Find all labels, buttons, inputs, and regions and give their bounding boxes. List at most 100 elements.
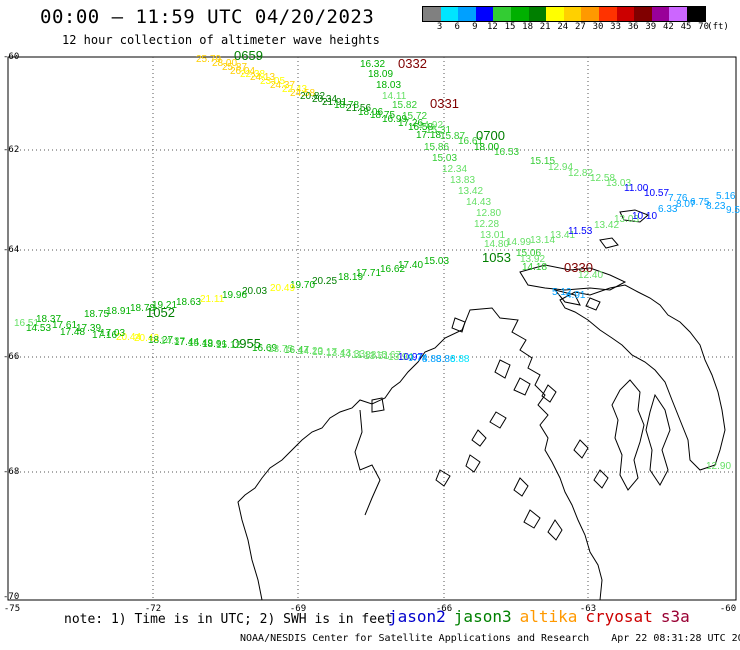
swh-label: 14.53: [26, 323, 51, 334]
colorbar-swatch: [581, 7, 599, 21]
colorbar-swatch: [598, 7, 617, 21]
legend-jason3: jason3: [453, 607, 512, 626]
lon-label: -72: [144, 604, 162, 614]
map-subtitle: 12 hour collection of altimeter wave hei…: [62, 33, 380, 47]
swh-label: 16.53: [494, 147, 519, 158]
swh-label: 18.00: [474, 142, 499, 153]
swh-label: 26.04: [230, 66, 255, 77]
swh-label: 12.94: [548, 162, 573, 173]
swh-label: 18.78: [334, 100, 359, 111]
swh-label: 13.75: [268, 344, 293, 355]
swh-label: 20.42: [134, 333, 159, 344]
legend-s3a: s3a: [660, 607, 690, 626]
colorbar-label: 36: [627, 22, 639, 32]
colorbar-label: 9: [472, 22, 478, 32]
colorbar-label: 18: [522, 22, 534, 32]
swh-label: 21.11: [200, 294, 225, 305]
map-frame: [7, 56, 737, 601]
swh-label: 22.38: [240, 69, 265, 80]
swh-label: 15.82: [392, 100, 417, 111]
colorbar-unit: (ft): [707, 22, 729, 32]
swh-label: 17.26: [398, 118, 423, 129]
swh-label: 24.58: [290, 88, 315, 99]
swh-label: 11.53: [568, 226, 593, 237]
swh-label: 13.83: [450, 175, 475, 186]
swh-label: 17.03: [100, 328, 125, 339]
colorbar-swatch: [440, 7, 459, 21]
lon-label: -69: [289, 604, 307, 614]
swh-label: 16.47: [284, 345, 309, 356]
swh-label: 17.16: [92, 330, 117, 341]
colorbar-label: 27: [574, 22, 586, 32]
colorbar-swatch: [634, 7, 652, 21]
swh-label: 9.5: [726, 205, 740, 216]
lat-label: -68: [3, 467, 20, 477]
swh-label: 15.67: [376, 350, 401, 361]
map-title: 00:00 – 11:59 UTC 04/20/2023: [40, 6, 375, 28]
swh-label: 14.92: [418, 120, 443, 131]
swh-label: 17.71: [356, 268, 381, 279]
legend-cryosat: cryosat: [585, 607, 653, 626]
swh-label: 15.12: [216, 340, 241, 351]
colorbar-label: 30: [592, 22, 604, 32]
swh-label: 19.21: [152, 300, 177, 311]
altimeter-track-1: 0659 0700 25.79 28.00 25.87 26.04 22.38 …: [196, 48, 740, 273]
swh-label: 20.49: [270, 283, 295, 294]
colorbar-label: 70: [698, 22, 710, 32]
swh-label: 6.33: [658, 204, 678, 215]
swh-label: 14.80: [484, 239, 509, 250]
swh-label: 20.44: [116, 332, 141, 343]
swh-label: 16.32: [360, 59, 385, 70]
swh-label: 18.27: [148, 335, 173, 346]
swh-label: 12.58: [590, 173, 615, 184]
swh-label: 17.39: [76, 323, 101, 334]
lon-label: -75: [3, 604, 21, 614]
lat-label: -64: [3, 245, 20, 255]
swh-label: 12.40: [578, 270, 603, 281]
colorbar-swatch: [510, 7, 529, 21]
lon-label: -63: [579, 604, 597, 614]
swh-label: 18.09: [368, 69, 393, 80]
swh-label: 15.72: [402, 111, 427, 122]
swh-label: 15.31: [426, 125, 451, 136]
swh-label: 16.58: [408, 122, 433, 133]
track-time-label: 1052: [146, 305, 175, 320]
antarctic-peninsula-coastline: [237, 209, 726, 601]
swh-label: 6.75: [690, 197, 710, 208]
swh-label: 10.10: [632, 211, 657, 222]
colorbar-swatch: [686, 7, 705, 21]
swh-label: 18.78: [130, 303, 155, 314]
swh-label: 18.03: [376, 80, 401, 91]
wave-height-colorbar: [422, 6, 706, 22]
swh-label: 13.03: [606, 178, 631, 189]
swh-label: 13.01: [480, 230, 505, 241]
altimeter-track-3: 1053 1052 15.03 17.40 16.62 17.71 18.19 …: [14, 250, 511, 341]
swh-label: 17.48: [60, 327, 85, 338]
swh-label: 17.40: [398, 260, 423, 271]
colorbar-label: 39: [645, 22, 657, 32]
swh-label: 24.13: [250, 72, 275, 83]
swh-label: 14.43: [466, 197, 491, 208]
lat-label: -70: [3, 592, 20, 602]
altimeter-track-2: 0332 0331 0330 16.32 18.09 18.03 14.11 1…: [360, 56, 603, 301]
swh-label: 12.80: [476, 208, 501, 219]
track-time-label: 0700: [476, 128, 505, 143]
swh-label: 14.99: [506, 237, 531, 248]
swh-label: 18.91: [106, 306, 131, 317]
colorbar-swatch: [651, 7, 670, 21]
lon-label: -66: [435, 604, 453, 614]
swh-label: 21.91: [322, 97, 347, 108]
swh-label: 17.18: [416, 130, 441, 141]
swh-label: 13.17: [312, 347, 337, 358]
colorbar-swatch: [669, 7, 687, 21]
swh-label: 12.34: [442, 164, 467, 175]
swh-label: 12.28: [474, 219, 499, 230]
swh-label: 17.61: [52, 320, 77, 331]
colorbar-label: 21: [539, 22, 551, 32]
colorbar-swatch: [458, 7, 476, 21]
colorbar-label: 3: [436, 22, 443, 32]
track-time-label: 1053: [482, 250, 511, 265]
swh-label: 13.14: [530, 235, 555, 246]
swh-label: 9.74: [408, 353, 428, 364]
colorbar-label: 6: [454, 22, 460, 32]
